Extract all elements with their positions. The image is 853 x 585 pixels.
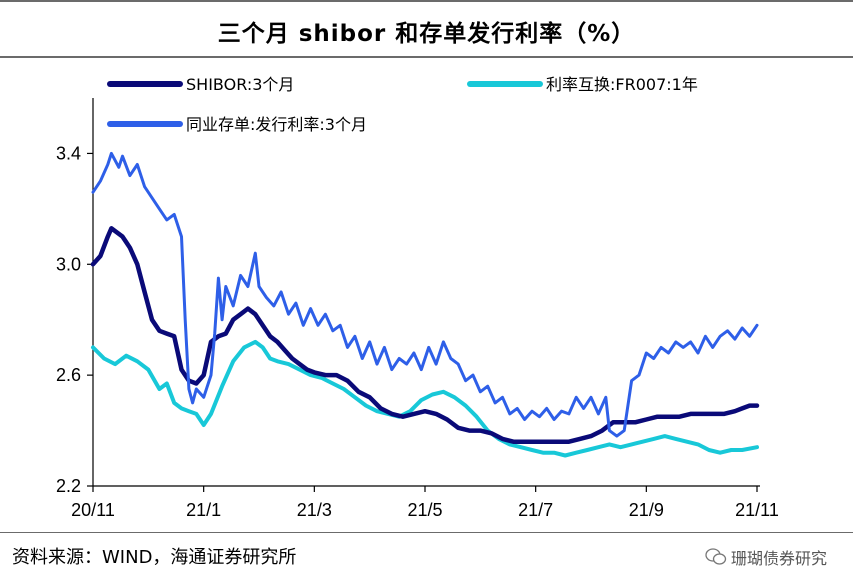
x-tick-label: 21/1 bbox=[186, 500, 221, 520]
x-tick-label: 21/7 bbox=[518, 500, 553, 520]
watermark: 珊瑚债券研究 bbox=[705, 545, 827, 569]
wechat-icon bbox=[705, 548, 727, 566]
x-tick-label: 20/11 bbox=[71, 500, 115, 520]
y-tick-label: 2.6 bbox=[56, 365, 81, 385]
y-tick-label: 3.4 bbox=[56, 143, 81, 163]
y-tick-label: 2.2 bbox=[56, 476, 81, 496]
series-line-0 bbox=[90, 226, 760, 444]
title-bar: 三个月 shibor 和存单发行利率（%） bbox=[0, 0, 853, 58]
series-line-2 bbox=[91, 151, 759, 438]
source-text: 资料来源：WIND，海通证券研究所 bbox=[12, 547, 297, 568]
source-bar: 资料来源：WIND，海通证券研究所 珊瑚债券研究 bbox=[0, 532, 853, 585]
x-tick-label: 21/9 bbox=[629, 500, 664, 520]
chart-title: 三个月 shibor 和存单发行利率（%） bbox=[217, 21, 636, 47]
y-tick-label: 3.0 bbox=[56, 254, 81, 274]
axes bbox=[92, 98, 760, 487]
x-tick-label: 21/11 bbox=[735, 500, 779, 520]
x-tick-label: 21/3 bbox=[297, 500, 332, 520]
x-tick-label: 21/5 bbox=[407, 500, 442, 520]
y-ticks: 2.2 2.6 3.0 3.4 bbox=[56, 143, 93, 496]
watermark-text: 珊瑚债券研究 bbox=[730, 549, 827, 568]
series-group bbox=[90, 151, 760, 458]
legend-label-2: 同业存单:发行利率:3个月 bbox=[186, 115, 367, 134]
legend-label-1: 利率互换:FR007:1年 bbox=[546, 75, 698, 94]
x-ticks: 20/11 21/1 21/3 21/5 21/7 21/9 21/11 bbox=[71, 486, 779, 520]
legend-label-0: SHIBOR:3个月 bbox=[186, 75, 294, 94]
